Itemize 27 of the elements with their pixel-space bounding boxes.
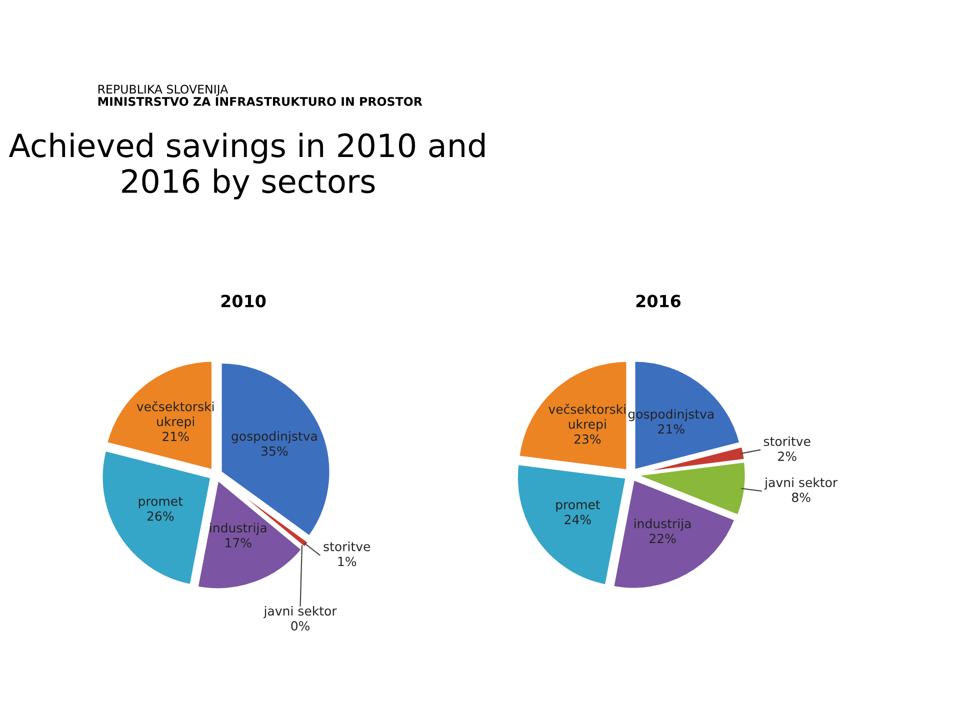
data-label: 17% [226,538,252,548]
data-label: 1% [338,556,356,566]
data-label: 22% [650,534,676,544]
text: REPUBLIKA SLOVENIJA [98,84,228,96]
slice-label: storitve [324,542,370,552]
slice-label: promet [138,496,183,508]
text: 0% [291,621,310,631]
data-label: 2% [778,452,796,461]
slice-label: gospodinjstva [232,431,317,444]
data-label: 23% [574,434,601,444]
data-label: 26% [147,511,174,521]
slice-label: promet [556,500,600,512]
data-label: 35% [262,446,288,456]
data-label: 21% [162,432,189,442]
data-label: 21% [658,424,684,434]
slice-label: industrija [210,522,266,535]
slice-label: javni sektor [764,477,838,490]
slice-label: industrija [634,518,691,531]
text: Achieved savings in 2010 and 2016 by sectors [8,132,485,200]
data-label: 24% [564,514,591,524]
category-label: javni sektor [264,606,337,618]
chart-title: 2016 [636,294,681,308]
chart-title: 2010 [221,294,266,308]
slice-label: večsektorski ukrepi [548,404,626,432]
data-label: 8% [792,492,810,502]
text: MINISTRSTVO ZA INFRASTRUKTURO IN PROSTOR [98,97,422,106]
slice-label: storitve [764,436,810,446]
